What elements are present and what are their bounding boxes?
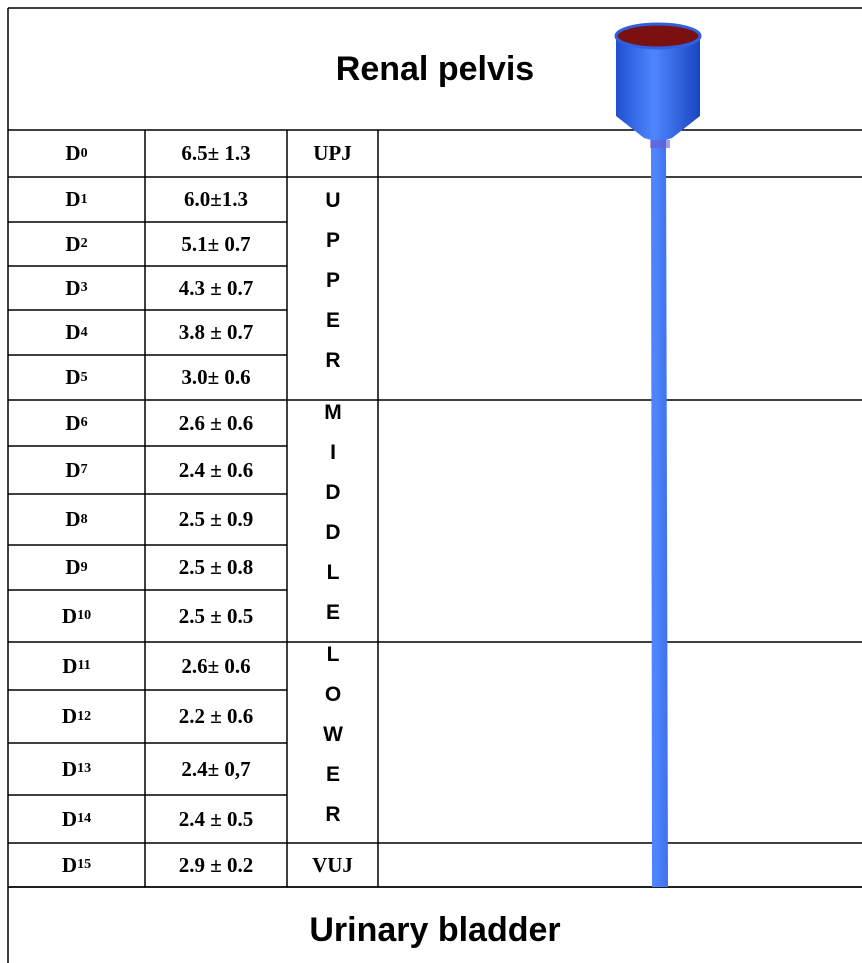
footer-title: Urinary bladder	[309, 911, 561, 949]
row-label: D 14	[8, 795, 145, 843]
diameter-index: 3	[80, 280, 88, 295]
diameter-value: 6.0±1.3	[183, 187, 249, 211]
diameter-value: 5.1± 0.7	[181, 231, 251, 256]
diameter-name: D	[61, 603, 78, 628]
diameter-name: D	[65, 457, 81, 482]
diameter-name: D	[65, 187, 81, 211]
diameter-value: 2.2 ± 0.6	[178, 704, 254, 728]
diameter-value: 4.3 ± 0.7	[178, 275, 254, 300]
diameter-value: 2.5 ± 0.9	[178, 507, 254, 531]
segment-text: UPJ	[313, 141, 352, 165]
segment-text: MIDDLE	[321, 401, 345, 641]
diameter-index: 2	[80, 236, 88, 251]
row-label: D 11	[8, 642, 145, 690]
diameter-value: 6.5± 1.3	[181, 141, 251, 165]
diameter-index: 12	[77, 708, 92, 724]
diameter-index: 14	[77, 811, 92, 826]
diameter-index: 10	[77, 608, 92, 623]
diameter-name: D	[65, 410, 81, 435]
segment-text: VUJ	[312, 852, 353, 877]
diameter-index: 5	[80, 369, 88, 385]
diameter-name: D	[65, 507, 81, 531]
row-label: D 10	[8, 590, 145, 642]
diameter-value: 2.9 ± 0.2	[178, 852, 254, 877]
diameter-index: 13	[77, 761, 92, 776]
diameter-index: 7	[80, 462, 88, 477]
ureter-model	[614, 22, 702, 887]
row-label: D 12	[8, 690, 145, 743]
diameter-name: D	[61, 756, 78, 781]
diameter-index: 15	[77, 857, 92, 872]
diameter-name: D	[65, 275, 81, 300]
diameter-name: D	[65, 320, 81, 344]
diameter-name: D	[62, 653, 78, 678]
diameter-value: 2.5 ± 0.8	[178, 555, 254, 579]
segment-text: LOWER	[321, 642, 345, 843]
header-title: Renal pelvis	[335, 49, 535, 88]
segment-label: VUJ	[287, 843, 378, 887]
diameter-value: 2.6± 0.6	[181, 653, 251, 678]
diameter-index: 6	[80, 415, 88, 430]
diameter-name: D	[65, 365, 81, 389]
diameter-name: D	[65, 555, 81, 579]
diameter-name: D	[65, 141, 81, 165]
diameter-index: 8	[80, 511, 88, 527]
diameter-value: 2.4 ± 0.5	[178, 806, 254, 831]
diameter-index: 9	[80, 559, 88, 575]
diameter-value: 3.0± 0.6	[181, 365, 251, 389]
diameter-value: 2.6 ± 0.6	[178, 410, 254, 435]
segment-label: UPJ	[287, 130, 378, 177]
diameter-name: D	[61, 852, 78, 877]
diameter-name: D	[65, 231, 81, 256]
segment-label: MIDDLE	[287, 400, 378, 642]
segment-label: UPPER	[287, 177, 378, 400]
diameter-value: 2.4± 0,7	[181, 756, 251, 781]
diameter-value: 3.8 ± 0.7	[178, 320, 254, 344]
diameter-index: 0	[80, 145, 88, 161]
diameter-value: 2.4 ± 0.6	[178, 457, 254, 482]
diameter-name: D	[61, 704, 78, 728]
segment-text: UPPER	[321, 188, 345, 389]
diameter-index: 1	[80, 191, 88, 207]
row-label: D 13	[8, 743, 145, 795]
diameter-index: 11	[77, 658, 91, 673]
diameter-value: 2.5 ± 0.5	[178, 603, 254, 628]
diameter-name: D	[61, 806, 78, 831]
diameter-index: 4	[80, 324, 88, 340]
segment-label: LOWER	[287, 642, 378, 843]
row-label: D 15	[8, 843, 145, 887]
